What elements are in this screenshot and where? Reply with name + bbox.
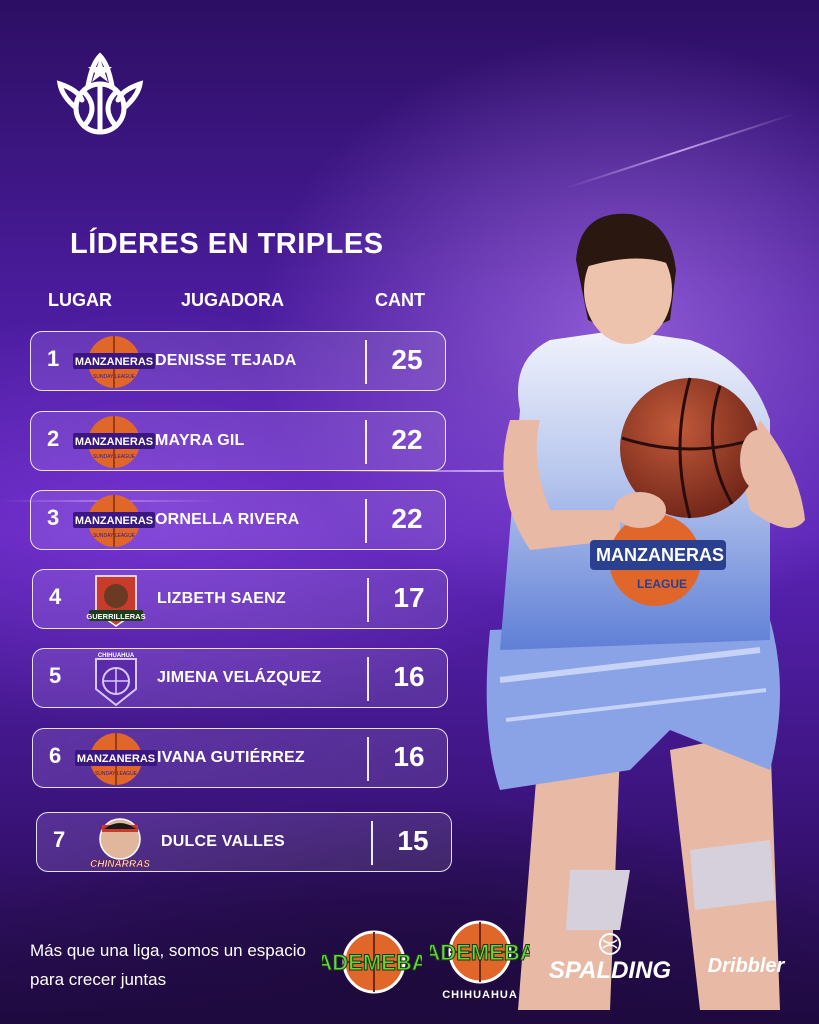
player-photo: MANZANERAS LEAGUE bbox=[486, 213, 805, 1010]
leaderboard-row: 2 MANZANERAS SUNDAY LEAGUE MAYRA GIL 22 bbox=[30, 411, 446, 471]
svg-text:SUNDAY LEAGUE: SUNDAY LEAGUE bbox=[93, 374, 136, 380]
sponsor-ademeba-chihuahua-logo: ADEMEBA CHIHUAHUA bbox=[430, 920, 530, 1001]
row-count: 25 bbox=[391, 344, 423, 375]
row-divider bbox=[365, 420, 367, 464]
row-count: 17 bbox=[393, 582, 425, 613]
leaderboard-row: 7 CHINARRAS DULCE VALLES 15 bbox=[36, 812, 452, 872]
row-count: 16 bbox=[393, 741, 425, 772]
svg-text:MANZANERAS: MANZANERAS bbox=[77, 753, 155, 765]
svg-text:CHINARRAS: CHINARRAS bbox=[90, 859, 150, 870]
row-player-name: MAYRA GIL bbox=[155, 432, 245, 449]
sponsor-spalding-logo: SPALDING bbox=[549, 933, 671, 984]
leaderboard-row: 5 CHIHUAHUA JIMENA VELÁZQUEZ 16 bbox=[32, 648, 448, 708]
row-rank: 1 bbox=[47, 346, 60, 371]
team-logo-icon: CHINARRAS bbox=[90, 818, 151, 870]
row-rank: 2 bbox=[47, 426, 60, 451]
tagline: Más que una liga, somos un espacio para … bbox=[30, 941, 306, 989]
svg-text:CHIHUAHUA: CHIHUAHUA bbox=[442, 989, 518, 1001]
row-player-name: DENISSE TEJADA bbox=[155, 352, 297, 369]
team-logo-icon: MANZANERAS SUNDAY LEAGUE bbox=[73, 416, 155, 468]
row-divider bbox=[365, 499, 367, 543]
team-logo-icon: GUERRILLERAS bbox=[86, 575, 146, 627]
row-rank: 4 bbox=[49, 584, 62, 609]
row-count: 22 bbox=[391, 424, 423, 455]
leaderboard-row: 1 MANZANERAS SUNDAY LEAGUE DENISSE TEJADA 25 bbox=[30, 331, 446, 391]
svg-text:SPALDING: SPALDING bbox=[549, 957, 671, 984]
svg-text:MANZANERAS: MANZANERAS bbox=[75, 436, 153, 448]
row-divider bbox=[367, 657, 369, 701]
row-player-name: JIMENA VELÁZQUEZ bbox=[157, 669, 322, 686]
light-streak bbox=[565, 112, 795, 190]
row-count: 16 bbox=[393, 661, 425, 692]
leaderboard-row: 4 GUERRILLERAS LIZBETH SAENZ 17 bbox=[32, 569, 448, 629]
svg-text:CHIHUAHUA: CHIHUAHUA bbox=[98, 653, 135, 659]
page-title: LÍDERES EN TRIPLES bbox=[70, 228, 384, 260]
column-header-player: JUGADORA bbox=[181, 290, 285, 310]
svg-text:GUERRILLERAS: GUERRILLERAS bbox=[86, 612, 145, 621]
sponsor-dribbler-logo: Dribbler bbox=[708, 955, 786, 977]
jersey-team-text: MANZANERAS bbox=[596, 545, 724, 565]
row-player-name: IVANA GUTIÉRREZ bbox=[157, 749, 305, 766]
league-logo-icon bbox=[56, 52, 144, 135]
svg-text:Dribbler: Dribbler bbox=[708, 955, 786, 977]
row-divider bbox=[371, 821, 373, 865]
sponsor-ademeba-logo: ADEMEBA bbox=[322, 930, 422, 994]
team-logo-icon: MANZANERAS SUNDAY LEAGUE bbox=[75, 733, 157, 785]
row-rank: 6 bbox=[49, 743, 62, 768]
svg-text:SUNDAY LEAGUE: SUNDAY LEAGUE bbox=[93, 533, 136, 539]
svg-text:MANZANERAS: MANZANERAS bbox=[75, 356, 153, 368]
row-rank: 5 bbox=[49, 663, 62, 688]
row-rank: 7 bbox=[53, 827, 66, 852]
team-logo-icon: CHIHUAHUA bbox=[95, 653, 137, 707]
svg-text:ADEMEBA: ADEMEBA bbox=[430, 940, 530, 965]
leaderboard-row: 6 MANZANERAS SUNDAY LEAGUE IVANA GUTIÉRREZ 1… bbox=[32, 728, 448, 788]
row-divider bbox=[367, 578, 369, 622]
jersey-sub-text: LEAGUE bbox=[637, 577, 687, 591]
row-divider bbox=[367, 737, 369, 781]
column-header-count: CANT bbox=[375, 290, 425, 310]
row-player-name: DULCE VALLES bbox=[161, 833, 285, 850]
svg-text:MANZANERAS: MANZANERAS bbox=[75, 515, 153, 527]
leaderboard-row: 3 MANZANERAS SUNDAY LEAGUE ORNELLA RIVERA 22 bbox=[30, 490, 446, 550]
svg-text:SUNDAY LEAGUE: SUNDAY LEAGUE bbox=[95, 771, 138, 777]
column-header-place: LUGAR bbox=[48, 290, 112, 310]
svg-text:SUNDAY LEAGUE: SUNDAY LEAGUE bbox=[93, 454, 136, 460]
row-player-name: LIZBETH SAENZ bbox=[157, 590, 286, 607]
team-logo-icon: MANZANERAS SUNDAY LEAGUE bbox=[73, 495, 155, 547]
row-player-name: ORNELLA RIVERA bbox=[155, 511, 300, 528]
light-streak bbox=[330, 470, 630, 472]
team-logo-icon: MANZANERAS SUNDAY LEAGUE bbox=[73, 336, 155, 388]
svg-text:ADEMEBA: ADEMEBA bbox=[322, 950, 422, 975]
row-count: 22 bbox=[391, 503, 423, 534]
row-rank: 3 bbox=[47, 505, 60, 530]
row-count: 15 bbox=[397, 825, 429, 856]
row-divider bbox=[365, 340, 367, 384]
